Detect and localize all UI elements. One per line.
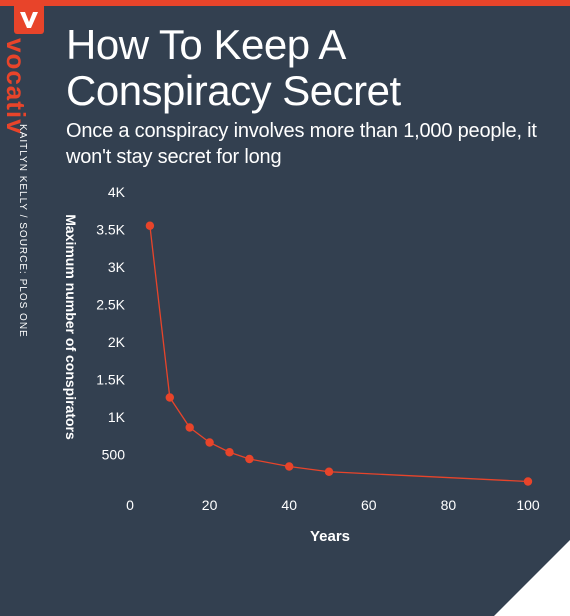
x-tick-label: 20: [202, 497, 218, 513]
x-axis-label: Years: [310, 528, 350, 545]
data-point: [245, 454, 254, 464]
vocativ-logo-icon: [14, 6, 44, 34]
data-point: [205, 438, 214, 447]
y-tick-label: 3K: [108, 259, 126, 275]
y-tick-label: 2.5K: [96, 297, 125, 313]
y-tick-label: 3.5K: [96, 222, 125, 238]
x-tick-label: 80: [441, 497, 457, 513]
x-tick-label: 60: [361, 497, 377, 513]
data-point: [165, 393, 174, 402]
x-tick-label: 40: [281, 497, 297, 513]
data-point: [225, 448, 234, 457]
y-tick-label: 1K: [108, 409, 126, 425]
data-point: [185, 423, 194, 432]
top-accent-bar: [0, 0, 570, 6]
data-point: [523, 477, 533, 486]
data-point: [324, 467, 334, 476]
data-points: [145, 221, 533, 486]
y-axis-ticks: 500 1K 1.5K 2K 2.5K 3K 3.5K 4K: [96, 184, 125, 463]
data-point: [285, 462, 294, 471]
y-tick-label: 500: [102, 447, 126, 463]
data-point: [145, 221, 155, 230]
y-tick-label: 1.5K: [96, 372, 125, 388]
x-axis-ticks: 0 20 40 60 80 100: [126, 497, 540, 513]
x-tick-label: 0: [126, 497, 134, 513]
page-corner-fold: [494, 540, 570, 616]
x-tick-label: 100: [516, 497, 540, 513]
chart-title: How To Keep A Conspiracy Secret: [66, 21, 401, 114]
v-glyph-icon: [20, 12, 38, 28]
chart-subtitle: Once a conspiracy involves more than 1,0…: [66, 120, 537, 168]
y-axis-label: Maximum number of conspirators: [63, 214, 79, 440]
y-tick-label: 2K: [108, 334, 126, 350]
y-tick-label: 4K: [108, 184, 126, 200]
